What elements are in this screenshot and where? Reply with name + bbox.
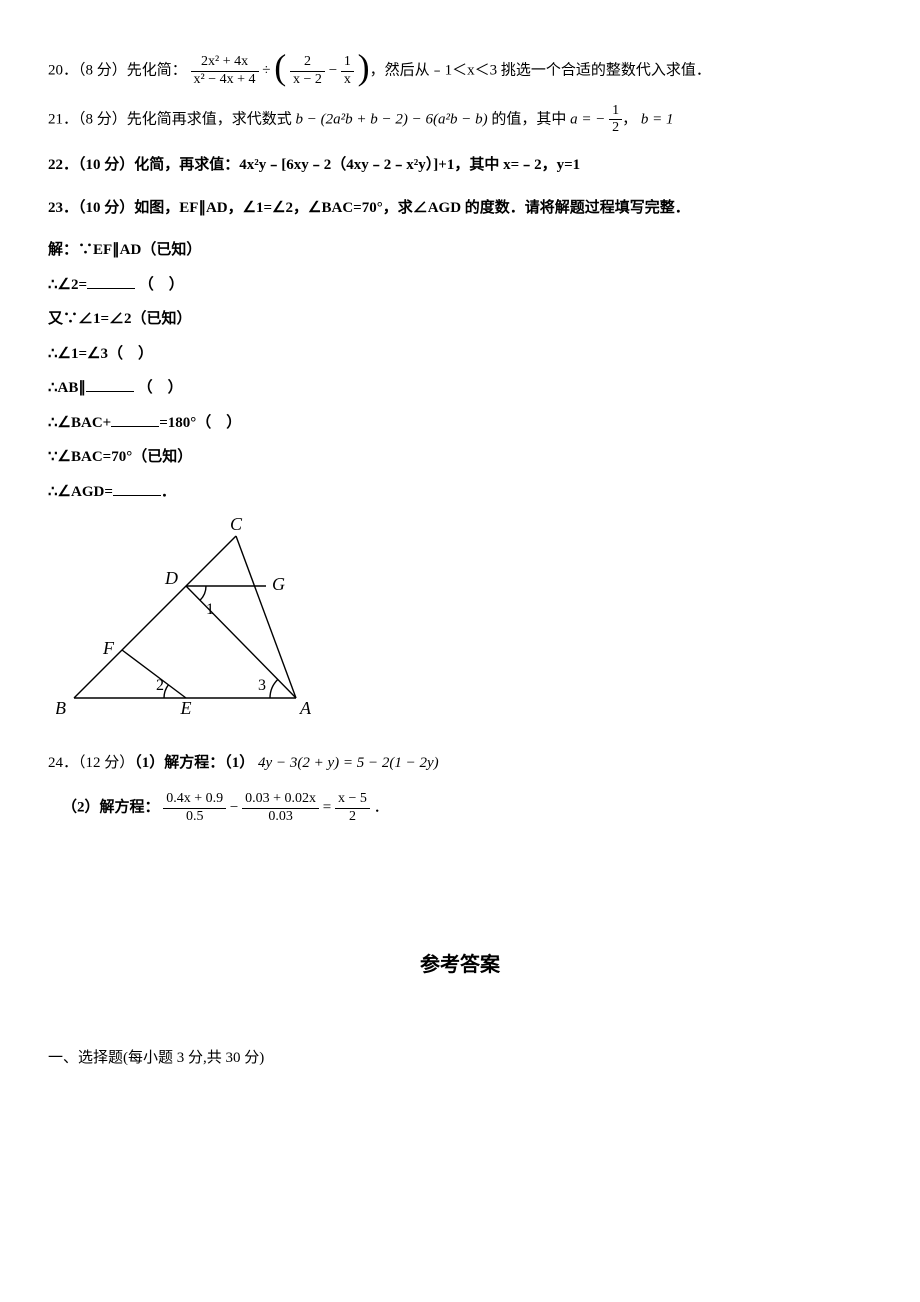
q21-b-eq: b = 1 [641,111,674,127]
q23-blank-1 [87,273,135,289]
q22-num: 22． [48,157,78,173]
q24-eq: = [323,800,331,816]
q21-comma: ， [622,111,637,127]
q24-f1-num: 0.4x + 0.9 [163,791,226,809]
svg-text:2: 2 [156,677,164,694]
q20-tail: ，然后从﹣1＜x＜3 挑选一个合适的整数代入求值． [370,63,711,79]
q23-step4: ∴∠1=∠3（ ） [48,340,872,369]
q23-step1: 解：∵EF∥AD（已知） [48,236,872,265]
q24-f1-den: 0.5 [163,809,226,826]
q21-pts: （8 分） [78,111,127,127]
q21-half-num: 1 [609,103,622,121]
q21-num: 21． [48,111,78,127]
problem-21: 21．（8 分）先化简再求值，求代数式 b − (2a²b + b − 2) −… [48,103,872,138]
answers-title: 参考答案 [48,946,872,984]
svg-text:1: 1 [206,601,214,618]
q23-s5b: （ ） [138,380,183,396]
q21-half-den: 2 [609,120,622,137]
q23-s8a: ∴∠AGD= [48,484,113,500]
q21-expr: b − (2a²b + b − 2) − 6(a²b − b) [296,111,488,127]
problem-22: 22．（10 分）化简，再求值：4x²y﹣[6xy﹣2（4xy﹣2﹣x²y）]+… [48,151,872,180]
svg-text:B: B [56,698,66,718]
q20-ifrac1-num: 2 [290,54,325,72]
q23-step7: ∵∠BAC=70°（已知） [48,443,872,472]
q23-s2b: （ ） [139,277,184,293]
q20-pts: （8 分） [78,63,127,79]
q20-ifrac2-num: 1 [341,54,354,72]
q23-blank-4 [113,480,161,496]
q20-ifrac1-den: x − 2 [290,72,325,89]
q24-period: ． [374,800,389,816]
q23-s8b: ． [161,484,176,500]
q23-blank-3 [111,411,159,427]
svg-text:D: D [164,568,178,588]
q20-ifrac2-den: x [341,72,354,89]
svg-text:G: G [272,574,285,594]
q20-frac1: 2x² + 4x x² − 4x + 4 [191,54,259,89]
q21-a-eq: a = − [570,111,605,127]
q24-f2-den: 0.03 [242,809,319,826]
problem-20: 20．（8 分）先化简： 2x² + 4x x² − 4x + 4 ÷ ( 2 … [48,54,872,89]
q24-pts: （12 分） [78,755,134,771]
q23-step2: ∴∠2= （ ） [48,271,872,300]
q22-pts: （10 分） [78,157,134,173]
q23-step3: 又∵∠1=∠2（已知） [48,305,872,334]
svg-text:E: E [180,698,192,718]
q23-s5a: ∴AB∥ [48,380,86,396]
q21-half: 1 2 [609,103,622,138]
q20-frac1-num: 2x² + 4x [191,54,259,72]
q23-step8: ∴∠AGD= ． [48,478,872,507]
q23-pts: （10 分） [78,200,134,216]
q23-s6b: =180°（ ） [159,415,241,431]
svg-text:F: F [102,638,115,658]
q23-step5: ∴AB∥ （ ） [48,374,872,403]
q21-lead: 先化简再求值，求代数式 [127,111,296,127]
q20-num: 20． [48,63,78,79]
q20-lparen: ( [274,47,286,87]
q20-minus: − [329,63,337,79]
q24-f3-den: 2 [335,809,370,826]
q21-mid: 的值，其中 [488,111,571,127]
section-1-heading: 一、选择题(每小题 3 分,共 30 分) [48,1044,872,1073]
q24-f1: 0.4x + 0.9 0.5 [163,791,226,826]
q24-f3: x − 5 2 [335,791,370,826]
problem-24: 24．（12 分）（1）解方程：（1） 4y − 3(2 + y) = 5 − … [48,749,872,778]
q24-f2: 0.03 + 0.02x 0.03 [242,791,319,826]
q20-lead: 先化简： [127,63,187,79]
q23-step6: ∴∠BAC+ =180°（ ） [48,409,872,438]
q20-ifrac2: 1 x [341,54,354,89]
q23-s6a: ∴∠BAC+ [48,415,111,431]
q23-blank-2 [86,376,134,392]
q24-minus: − [230,800,238,816]
svg-text:C: C [230,518,243,534]
q23-s2a: ∴∠2= [48,277,87,293]
q20-ifrac1: 2 x − 2 [290,54,325,89]
svg-text:A: A [299,698,312,718]
q24-num: 24． [48,755,78,771]
q23-num: 23． [48,200,78,216]
q24-f2-num: 0.03 + 0.02x [242,791,319,809]
q22-txt: 化简，再求值：4x²y﹣[6xy﹣2（4xy﹣2﹣x²y）]+1，其中 x=﹣2… [134,157,580,173]
q24-p2a: （2）解方程： [62,800,160,816]
q23-txt: 如图，EF∥AD，∠1=∠2，∠BAC=70°，求∠AGD 的度数．请将解题过程… [134,200,690,216]
svg-text:3: 3 [258,677,266,694]
q24-f3-num: x − 5 [335,791,370,809]
q20-rparen: ) [358,47,370,87]
q20-frac1-den: x² − 4x + 4 [191,72,259,89]
q20-div: ÷ [262,63,270,79]
problem-23: 23．（10 分）如图，EF∥AD，∠1=∠2，∠BAC=70°，求∠AGD 的… [48,194,872,223]
problem-24-part2: （2）解方程： 0.4x + 0.9 0.5 − 0.03 + 0.02x 0.… [62,791,872,826]
q24-p1b: 4y − 3(2 + y) = 5 − 2(1 − 2y) [258,755,439,771]
triangle-figure: B A C D G F E 1 2 3 [56,518,872,729]
triangle-svg: B A C D G F E 1 2 3 [56,518,314,718]
q24-p1a: （1）解方程：（1） [134,755,254,771]
